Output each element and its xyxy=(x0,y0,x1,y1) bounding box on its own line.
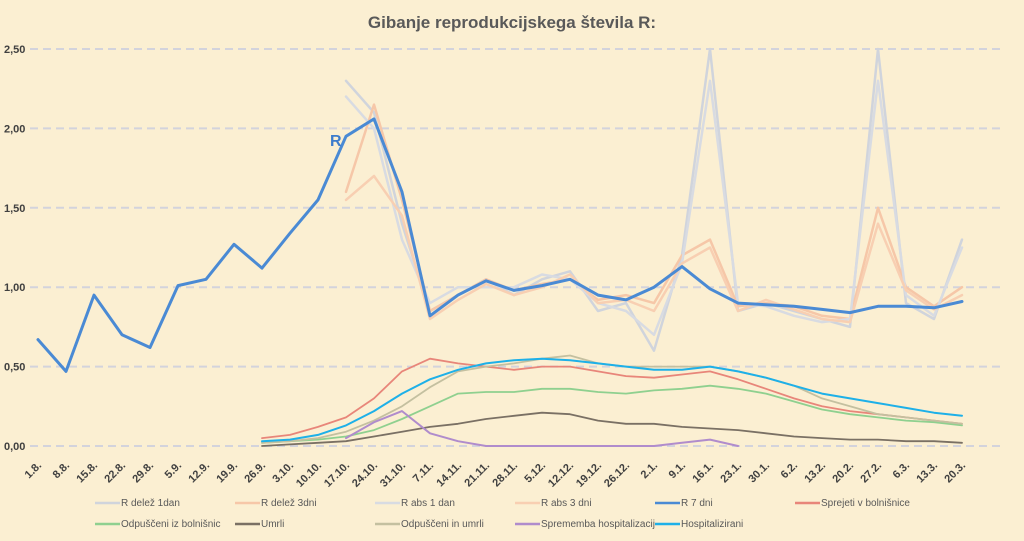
y-tick-label: 1,50 xyxy=(4,203,25,215)
x-tick-label: 17.10. xyxy=(322,460,352,490)
legend-label: Odpuščeni in umrli xyxy=(401,519,484,530)
legend-item: Umrli xyxy=(235,519,284,530)
legend-item: R 7 dni xyxy=(655,498,713,509)
series-line-hospitalizirani xyxy=(261,357,963,443)
x-tick-label: 29.8. xyxy=(130,460,156,486)
legend-item: R abs 1 dan xyxy=(375,498,455,509)
legend-label: R delež 3dni xyxy=(261,498,317,509)
x-tick-label: 3.10. xyxy=(270,460,296,486)
x-tick-label: 30.1. xyxy=(746,460,772,486)
x-tick-label: 16.1. xyxy=(690,460,716,486)
x-tick-label: 23.1. xyxy=(718,460,744,486)
x-tick-label: 24.10. xyxy=(350,460,380,490)
gridlines xyxy=(30,48,1000,447)
legend-label: Sprejeti v bolnišnice xyxy=(821,498,910,509)
series-line-sprejeti-v-bolni-nice xyxy=(261,357,963,439)
x-tick-label: 1.8. xyxy=(23,460,44,481)
legend-item: R abs 3 dni xyxy=(515,498,592,509)
x-tick-label: 20.2. xyxy=(830,460,856,486)
x-tick-label: 21.11. xyxy=(462,460,492,490)
legend: R delež 1dan R delež 3dni R abs 1 dan R abs… xyxy=(95,498,910,530)
x-tick-label: 2.1. xyxy=(639,460,660,481)
series-line-r-abs-3-dni xyxy=(344,174,964,324)
legend-item: Hospitalizirani xyxy=(655,519,743,530)
legend-label: R abs 3 dni xyxy=(541,498,592,509)
series-line-umrli xyxy=(261,411,963,447)
x-tick-label: 12.9. xyxy=(186,460,212,486)
x-tick-label: 13.3. xyxy=(914,460,940,486)
x-tick-label: 19.9. xyxy=(214,460,240,486)
legend-label: Odpuščeni iz bolnišnic xyxy=(121,519,221,530)
x-tick-label: 15.8. xyxy=(74,460,100,486)
y-axis: 0,00 0,50 1,00 1,50 2,00 2,50 xyxy=(4,44,25,453)
x-tick-label: 27.2. xyxy=(858,460,884,486)
legend-item: Sprememba hospitalizacij xyxy=(515,519,655,530)
legend-label: Hospitalizirani xyxy=(681,519,743,530)
x-tick-label: 9.1. xyxy=(667,460,688,481)
x-tick-label: 12.12. xyxy=(546,460,576,490)
x-tick-label: 14.11. xyxy=(434,460,464,490)
x-tick-label: 22.8. xyxy=(102,460,128,486)
legend-item: Odpuščeni in umrli xyxy=(375,519,484,530)
series-lines xyxy=(36,47,964,447)
series-line-odpu-eni-iz-bolni-nic xyxy=(261,384,963,444)
x-tick-label: 20.3. xyxy=(942,460,968,486)
x-tick-label: 6.2. xyxy=(779,460,800,481)
legend-item: R delež 3dni xyxy=(235,498,317,509)
x-tick-label: 5.12. xyxy=(522,460,548,486)
x-tick-label: 8.8. xyxy=(51,460,72,481)
x-tick-label: 7.11. xyxy=(411,460,436,485)
legend-label: R delež 1dan xyxy=(121,498,180,509)
series-line-sprememba-hospitalizacij xyxy=(345,410,739,447)
x-tick-label: 13.2. xyxy=(802,460,828,486)
y-tick-label: 0,00 xyxy=(4,441,25,453)
y-tick-label: 1,00 xyxy=(4,282,25,294)
r-annotation: R xyxy=(330,133,342,150)
legend-label: R abs 1 dan xyxy=(401,498,455,509)
y-tick-label: 2,50 xyxy=(4,44,25,56)
x-tick-label: 5.9. xyxy=(163,460,184,481)
y-tick-label: 0,50 xyxy=(4,362,25,374)
legend-item: Odpuščeni iz bolnišnic xyxy=(95,519,221,530)
series-line-r-abs-1-dan xyxy=(344,79,964,337)
y-tick-label: 2,00 xyxy=(4,123,25,135)
x-tick-label: 28.11. xyxy=(490,460,520,490)
x-tick-label: 10.10. xyxy=(294,460,324,490)
legend-item: Sprejeti v bolnišnice xyxy=(795,498,910,509)
x-tick-label: 6.3. xyxy=(891,460,912,481)
x-tick-label: 26.9. xyxy=(242,460,268,486)
series-line-r-7-dni xyxy=(36,117,964,373)
legend-label: Umrli xyxy=(261,519,284,530)
legend-label: R 7 dni xyxy=(681,498,713,509)
x-tick-label: 26.12. xyxy=(602,460,632,490)
x-axis: 1.8. 8.8. 15.8. 22.8. 29.8. 5.9. 12.9. 19.9. 26.… xyxy=(23,460,968,490)
chart-title: Gibanje reprodukcijskega števila R: xyxy=(368,13,656,32)
legend-label: Sprememba hospitalizacij xyxy=(541,519,655,530)
x-tick-label: 19.12. xyxy=(574,460,604,490)
legend-item: R delež 1dan xyxy=(95,498,180,509)
x-tick-label: 31.10. xyxy=(378,460,408,490)
